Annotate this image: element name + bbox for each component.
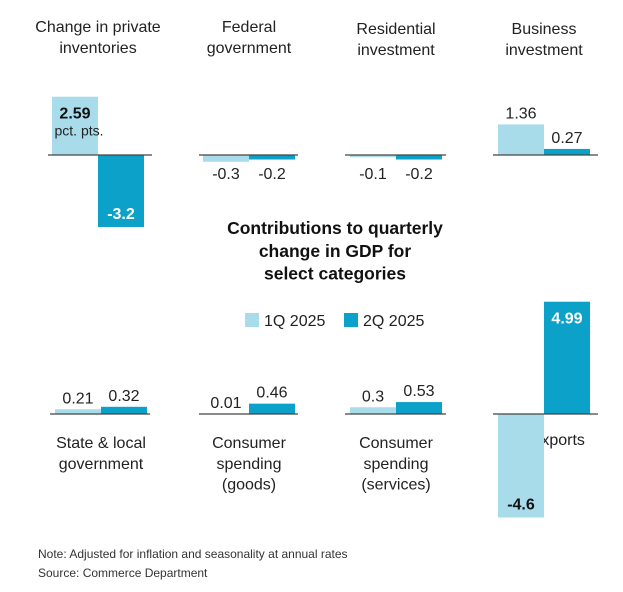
bar-federal-government-2q (249, 155, 295, 160)
value-label-business-investment-2q: 0.27 (551, 130, 582, 147)
value-label-change-in-private-inventories-1q: 2.59 (59, 106, 90, 123)
bar-change-in-private-inventories-2q (98, 155, 144, 227)
bar-net-exports-2q (544, 301, 590, 414)
bar-residential-investment-1q (350, 155, 396, 158)
category-label-consumer-spending-goods: Consumer spending (goods) (212, 435, 286, 494)
value-label-consumer-spending-services-2q: 0.53 (403, 383, 434, 400)
value-label-federal-government-2q: -0.2 (258, 166, 286, 183)
category-label-business-investment: Business investment (505, 21, 583, 59)
unit-label: pct. pts. (54, 123, 103, 139)
legend-swatch-1q (245, 313, 259, 327)
bar-business-investment-2q (544, 148, 590, 155)
value-label-residential-investment-1q: -0.1 (359, 166, 387, 183)
legend-swatch-2q (344, 313, 358, 327)
chart-note: Note: Adjusted for inflation and seasona… (38, 547, 348, 561)
value-label-state-local-government-2q: 0.32 (108, 388, 139, 405)
bar-net-exports-1q (498, 414, 544, 518)
bar-consumer-spending-services-1q (350, 407, 396, 414)
bar-consumer-spending-goods-2q (249, 403, 295, 414)
bar-state-local-government-1q (55, 409, 101, 414)
category-label-federal-government: Federal government (207, 19, 292, 57)
legend-label-2q: 2Q 2025 (363, 313, 424, 330)
value-label-consumer-spending-goods-2q: 0.46 (256, 385, 287, 402)
chart-title: Contributions to quarterly change in GDP … (227, 218, 443, 284)
bar-change-in-private-inventories-1q (52, 96, 98, 155)
value-label-net-exports-2q: 4.99 (551, 311, 582, 328)
bar-business-investment-1q (498, 124, 544, 155)
bar-state-local-government-2q (101, 406, 147, 414)
bar-consumer-spending-services-2q (396, 402, 442, 414)
value-label-state-local-government-1q: 0.21 (62, 390, 93, 407)
value-label-federal-government-1q: -0.3 (212, 166, 240, 183)
bar-federal-government-1q (203, 155, 249, 162)
category-label-state-local-government: State & local government (56, 435, 146, 473)
category-label-change-in-private-inventories: Change in private inventories (35, 19, 161, 57)
bar-residential-investment-2q (396, 155, 442, 160)
value-label-consumer-spending-services-1q: 0.3 (362, 388, 384, 405)
category-label-consumer-spending-services: Consumer spending (services) (359, 435, 433, 494)
value-label-business-investment-1q: 1.36 (505, 105, 536, 122)
category-label-residential-investment: Residential investment (356, 21, 435, 59)
value-label-residential-investment-2q: -0.2 (405, 166, 433, 183)
value-label-change-in-private-inventories-2q: -3.2 (107, 206, 135, 223)
value-label-consumer-spending-goods-1q: 0.01 (210, 395, 241, 412)
chart-source: Source: Commerce Department (38, 566, 208, 580)
value-label-net-exports-1q: -4.6 (507, 497, 535, 514)
legend-label-1q: 1Q 2025 (264, 313, 325, 330)
